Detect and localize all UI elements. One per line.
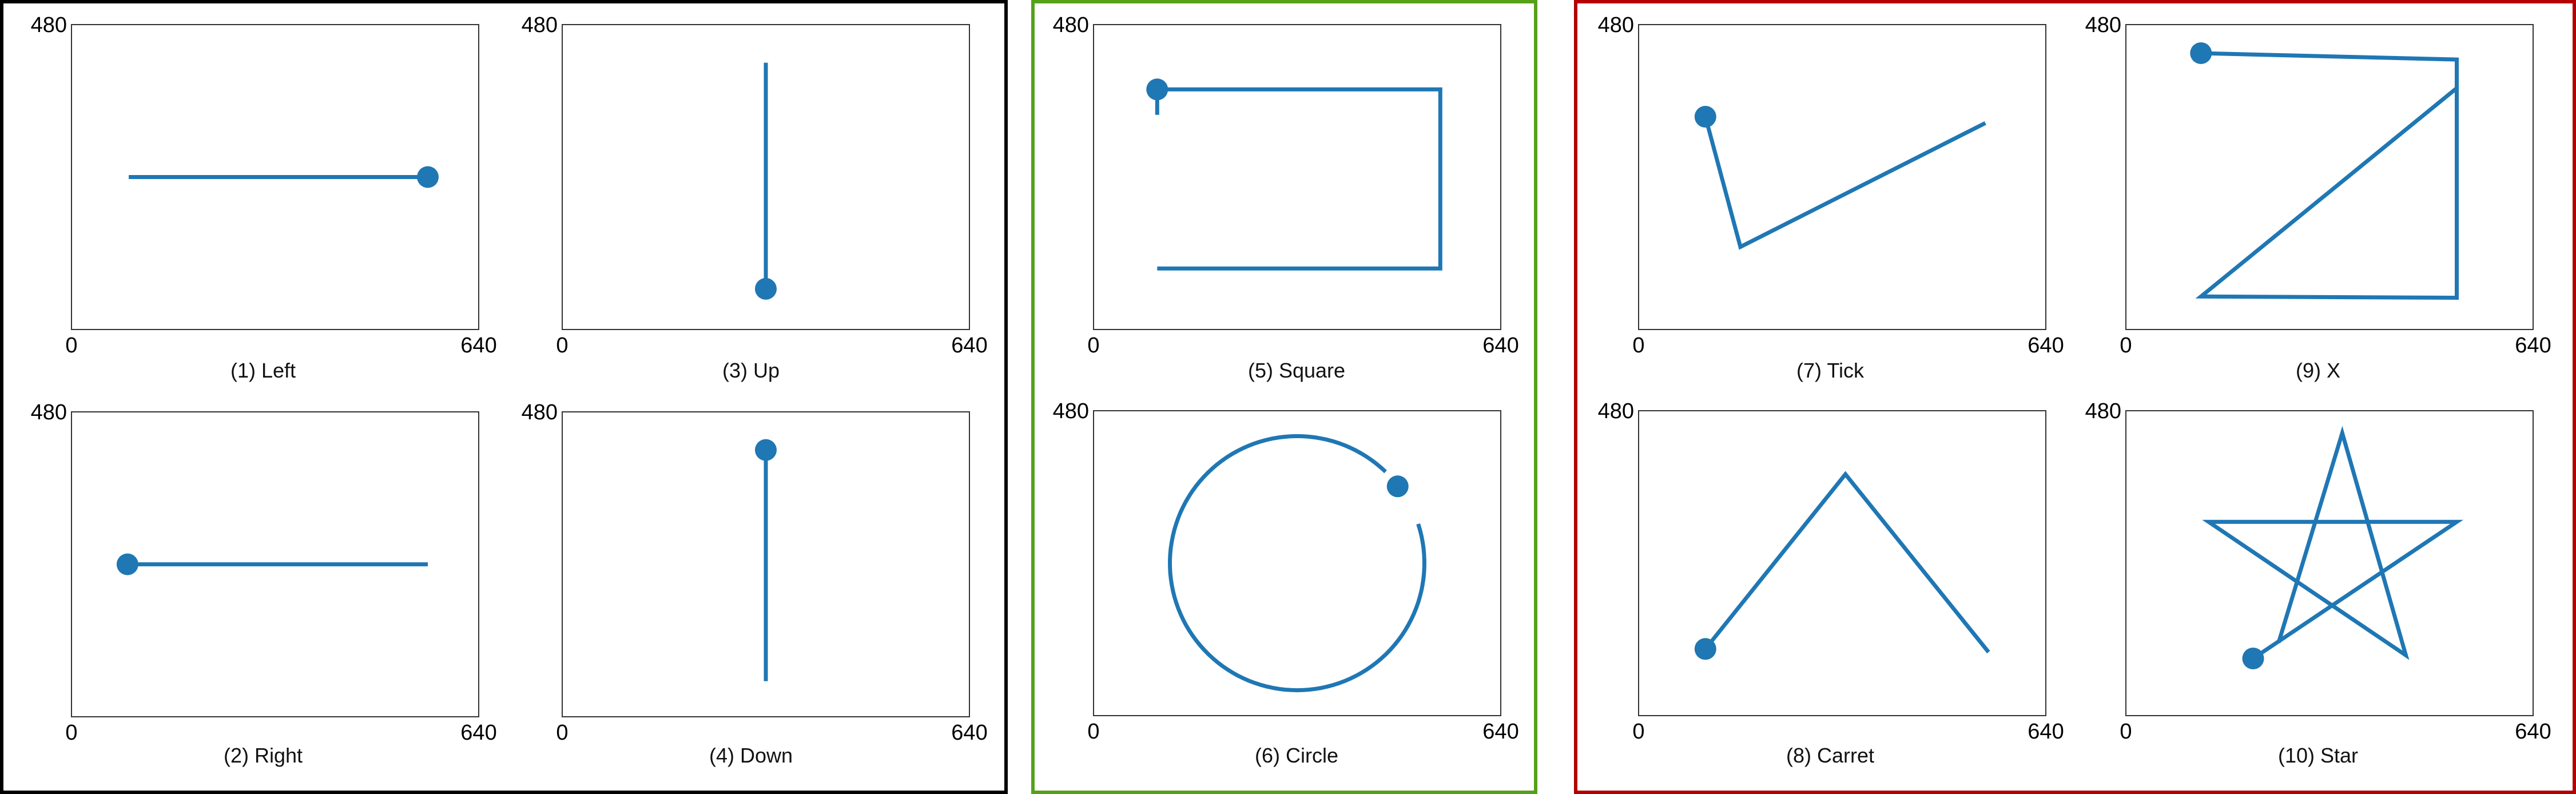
panel-frame xyxy=(2125,24,2534,330)
panel-4: 0 640 480 (4) Down xyxy=(522,400,988,767)
gesture-stroke xyxy=(1155,87,1442,271)
panel-frame xyxy=(2125,410,2534,716)
panel-frame xyxy=(1093,24,1501,330)
panel-frame xyxy=(71,24,479,330)
y-max-tick-label: 480 xyxy=(2085,13,2121,37)
x-max-tick-label: 640 xyxy=(2028,334,2064,358)
panel-7: 0 640 480 (7) Tick xyxy=(1598,13,2064,382)
gesture-start-marker xyxy=(1386,475,1409,498)
gesture-start-marker xyxy=(755,277,777,300)
panel-caption: (4) Down xyxy=(709,744,793,767)
panel-frame xyxy=(1638,410,2046,716)
gesture-start-marker xyxy=(1694,106,1716,128)
panel-caption: (10) Star xyxy=(2278,744,2358,767)
panel-caption: (1) Left xyxy=(230,359,296,382)
y-max-tick-label: 480 xyxy=(1053,399,1089,423)
x-min-tick-label: 0 xyxy=(2120,334,2132,358)
panel-frame xyxy=(71,411,479,717)
gesture-start-marker xyxy=(2190,42,2212,64)
y-max-tick-label: 480 xyxy=(2085,399,2121,423)
x-min-tick-label: 0 xyxy=(1632,334,1644,358)
y-max-tick-label: 480 xyxy=(31,13,67,37)
panel-frame xyxy=(562,411,970,717)
x-max-tick-label: 640 xyxy=(1482,720,1518,744)
panel-5: 0 640 480 (5) Square xyxy=(1053,13,1519,382)
panel-8: 0 640 480 (8) Carret xyxy=(1598,399,2064,767)
gesture-stroke xyxy=(1704,471,1990,654)
gesture-start-marker xyxy=(1694,638,1716,660)
gesture-start-marker xyxy=(1146,78,1168,101)
y-max-tick-label: 480 xyxy=(31,400,67,424)
x-min-tick-label: 0 xyxy=(1087,334,1099,358)
group-box-correct xyxy=(1031,0,1537,794)
panel-frame xyxy=(562,24,970,330)
x-max-tick-label: 640 xyxy=(1482,334,1518,358)
x-max-tick-label: 640 xyxy=(951,721,987,745)
panel-frame xyxy=(1093,410,1501,716)
x-max-tick-label: 640 xyxy=(460,334,496,358)
panel-2: 0 640 480 (2) Right xyxy=(31,400,497,767)
x-max-tick-label: 640 xyxy=(2028,720,2064,744)
group-box-wrong xyxy=(1574,0,2576,794)
x-min-tick-label: 0 xyxy=(556,721,568,745)
x-max-tick-label: 640 xyxy=(2515,720,2551,744)
y-max-tick-label: 480 xyxy=(522,13,558,37)
x-min-tick-label: 0 xyxy=(1632,720,1644,744)
panel-caption: (3) Up xyxy=(722,359,780,382)
gesture-stroke xyxy=(2195,51,2459,300)
x-min-tick-label: 0 xyxy=(65,334,77,358)
panel-9: 0 640 480 (9) X xyxy=(2085,13,2551,382)
panel-caption: (5) Square xyxy=(1248,359,1345,382)
x-max-tick-label: 640 xyxy=(951,334,987,358)
gesture-start-marker xyxy=(755,439,777,461)
x-min-tick-label: 0 xyxy=(556,334,568,358)
panel-caption: (8) Carret xyxy=(1786,744,1874,767)
gesture-start-marker xyxy=(2242,648,2264,670)
panel-caption: (2) Right xyxy=(224,744,303,767)
gesture-start-marker xyxy=(116,553,138,575)
gesture-stroke xyxy=(2202,426,2464,661)
x-min-tick-label: 0 xyxy=(2120,720,2132,744)
gesture-stroke xyxy=(1168,434,1426,693)
panel-6: 0 640 480 (6) Circle xyxy=(1053,399,1519,767)
y-max-tick-label: 480 xyxy=(522,400,558,424)
panel-3: 0 640 480 (3) Up xyxy=(522,13,988,382)
panel-caption: (9) X xyxy=(2296,359,2340,382)
gesture-stroke xyxy=(1703,116,1986,250)
group-box-basic xyxy=(0,0,1008,794)
y-max-tick-label: 480 xyxy=(1598,13,1634,37)
y-max-tick-label: 480 xyxy=(1053,13,1089,37)
gesture-start-marker xyxy=(417,166,439,188)
panel-caption: (7) Tick xyxy=(1796,359,1865,382)
x-min-tick-label: 0 xyxy=(1087,720,1099,744)
y-max-tick-label: 480 xyxy=(1598,399,1634,423)
panel-1: 0 640 480 (1) Left xyxy=(31,13,497,382)
x-min-tick-label: 0 xyxy=(65,721,77,745)
x-max-tick-label: 640 xyxy=(2515,334,2551,358)
x-max-tick-label: 640 xyxy=(460,721,496,745)
panel-frame xyxy=(1638,24,2046,330)
panel-caption: (6) Circle xyxy=(1255,744,1338,767)
panel-10: 0 640 480 (10) Star xyxy=(2085,399,2551,767)
